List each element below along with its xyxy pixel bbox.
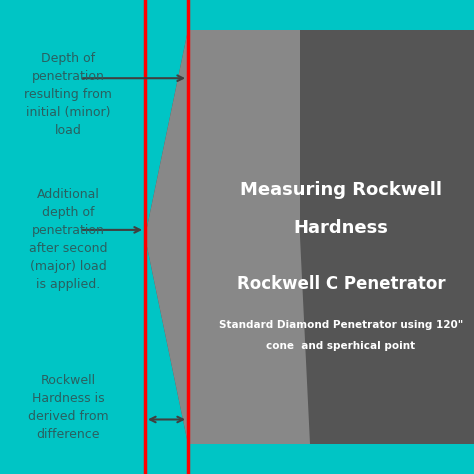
Polygon shape <box>145 237 310 444</box>
Text: Standard Diamond Penetrator using 120": Standard Diamond Penetrator using 120" <box>219 319 463 330</box>
Polygon shape <box>145 30 300 237</box>
Text: Hardness: Hardness <box>293 219 388 237</box>
Polygon shape <box>145 30 474 444</box>
Text: Additional
depth of
penetration
after second
(major) load
is applied.: Additional depth of penetration after se… <box>29 188 107 291</box>
Text: Measuring Rockwell: Measuring Rockwell <box>240 181 442 199</box>
Text: Depth of
penetration
resulting from
initial (minor)
load: Depth of penetration resulting from init… <box>24 52 112 137</box>
Text: cone  and sperhical point: cone and sperhical point <box>266 341 416 351</box>
Text: Rockwell C Penetrator: Rockwell C Penetrator <box>237 275 445 293</box>
Text: Rockwell
Hardness is
derived from
difference: Rockwell Hardness is derived from differ… <box>27 374 109 441</box>
